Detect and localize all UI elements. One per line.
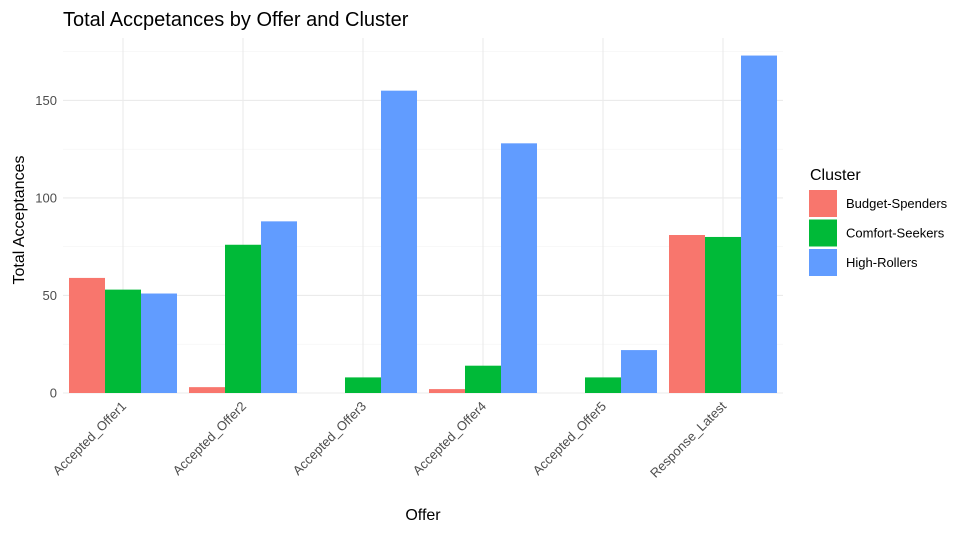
bar — [345, 377, 381, 393]
bars — [69, 55, 777, 394]
x-tick-label: Accepted_Offer3 — [290, 399, 369, 478]
bar — [705, 236, 741, 393]
bar — [261, 221, 297, 393]
bar — [69, 277, 105, 393]
legend-key — [809, 249, 837, 276]
x-tick-label: Accepted_Offer4 — [410, 399, 489, 478]
y-axis-ticks: 0 50 100 150 — [35, 93, 57, 401]
bar — [585, 377, 621, 393]
bar — [429, 389, 465, 393]
y-tick-label: 0 — [50, 386, 57, 401]
legend-label: High-Rollers — [846, 255, 918, 270]
bar — [381, 90, 417, 394]
x-tick-label: Accepted_Offer2 — [170, 399, 249, 478]
bar — [105, 289, 141, 393]
y-tick-label: 100 — [35, 190, 57, 205]
x-tick-label: Accepted_Offer5 — [530, 399, 609, 478]
bar — [189, 387, 225, 393]
x-axis-ticks: Accepted_Offer1 Accepted_Offer2 Accepted_O… — [50, 398, 730, 480]
bar — [465, 365, 501, 393]
chart-title: Total Accpetances by Offer and Cluster — [63, 9, 409, 31]
x-axis-title: Offer — [405, 507, 441, 524]
x-tick-label: Response_Latest — [647, 398, 729, 480]
bar — [141, 293, 177, 393]
y-tick-label: 50 — [43, 288, 57, 303]
bar — [501, 143, 537, 393]
legend: Cluster Budget-Spenders Comfort-Seekers Hi… — [809, 167, 948, 276]
legend-key — [809, 219, 837, 247]
legend-label: Comfort-Seekers — [846, 226, 945, 241]
y-tick-label: 150 — [35, 93, 57, 108]
bar — [669, 235, 705, 393]
bar — [225, 244, 261, 393]
y-axis-title: Total Acceptances — [11, 156, 28, 285]
legend-key — [809, 190, 837, 217]
bar — [741, 55, 777, 394]
legend-title: Cluster — [810, 167, 861, 184]
x-tick-label: Accepted_Offer1 — [50, 399, 129, 478]
legend-label: Budget-Spenders — [846, 196, 948, 211]
bar — [621, 350, 657, 393]
